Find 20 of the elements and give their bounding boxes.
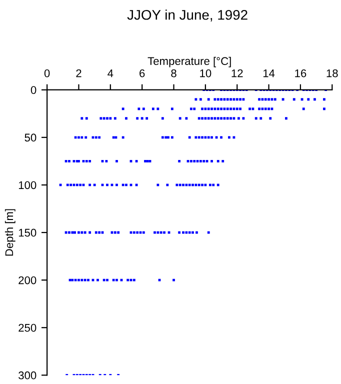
y-tick-label: 100 [18,181,36,190]
x-tick-label: 4 [108,69,114,78]
y-tick-label: 0 [30,86,36,94]
x-tick-label: 16 [295,69,306,78]
y-tick-label: 250 [18,324,36,332]
chart-title: JJOY in June, 1992 [127,10,248,22]
y-tick-label: 150 [18,228,36,237]
x-tick-label: 8 [171,69,176,78]
x-tick-label: 12 [232,69,243,78]
x-tick-label: 10 [200,69,212,78]
y-tick-label: 200 [18,276,36,284]
x-axis-title: Temperature [°C] [148,56,231,68]
y-tick-label: 50 [24,134,36,142]
y-axis-title: Depth [m] [4,209,16,256]
x-tick-label: 14 [263,69,275,78]
x-tick-label: 6 [140,69,145,78]
x-tick-label: 2 [76,69,82,78]
y-tick-label: 300 [18,371,36,380]
x-tick-label: 0 [44,69,50,78]
x-tick-label: 18 [326,69,338,78]
